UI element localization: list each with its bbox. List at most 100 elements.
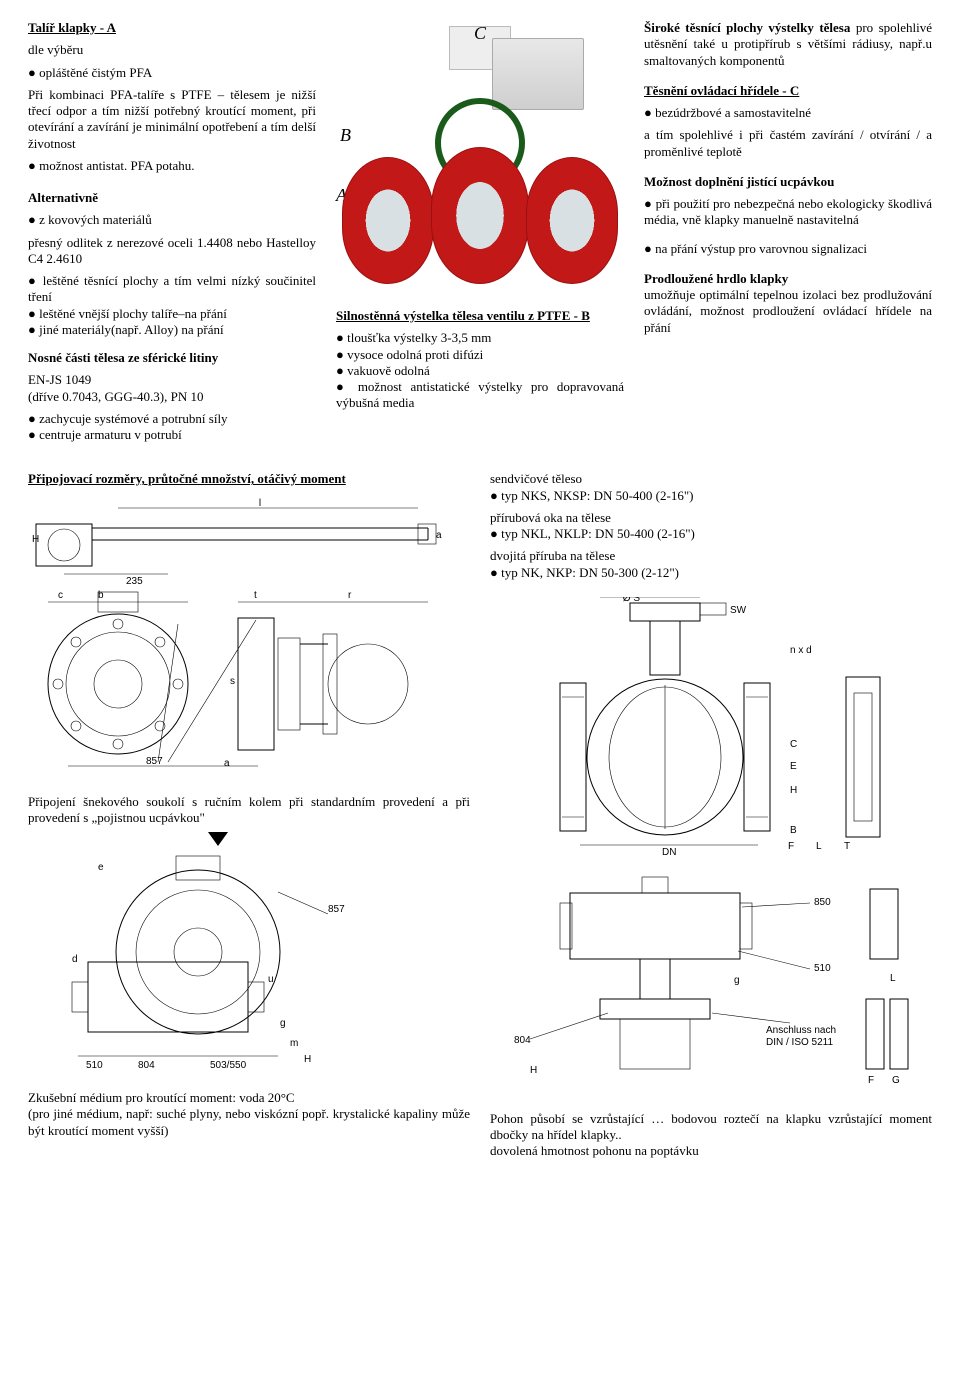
svg-text:804: 804 — [514, 1035, 531, 1046]
svg-text:b: b — [98, 590, 104, 601]
p4-text: umožňuje optimální tepelnou izolaci bez … — [644, 287, 932, 336]
svg-text:e: e — [98, 862, 104, 873]
list-item: vakuově odolná — [336, 363, 624, 379]
svg-text:L: L — [890, 973, 896, 984]
svg-text:H: H — [790, 785, 797, 796]
p1: Široké těsnící plochy výstelky tělesa pr… — [644, 20, 932, 69]
column-center: C B A Silnostěnná výstelka tělesa ventil… — [336, 20, 624, 449]
list-item: leštěné těsnící plochy a tím velmi nízký… — [28, 273, 316, 306]
svg-text:857: 857 — [146, 756, 163, 767]
zkus2: (pro jiné médium, např: suché plyny, neb… — [28, 1106, 470, 1139]
p2-bullets: bezúdržbové a samostavitelné — [644, 105, 932, 121]
svg-text:Ø S: Ø S — [623, 597, 641, 604]
bullets-a2: možnost antistat. PFA potahu. — [28, 158, 316, 174]
nos-title: Nosné části tělesa ze sférické litiny — [28, 350, 316, 366]
svg-text:850: 850 — [814, 897, 831, 908]
r3: dvojitá příruba na tělese — [490, 548, 932, 564]
pohon2: dovolená hmotnost pohonu na poptávku — [490, 1143, 932, 1159]
list-item: leštěné vnější plochy talíře–na přání — [28, 306, 316, 322]
svg-text:a: a — [224, 758, 230, 769]
svg-text:t: t — [254, 590, 257, 601]
svg-text:H: H — [32, 534, 39, 545]
svg-text:H: H — [530, 1065, 537, 1076]
svg-text:DIN / ISO 5211: DIN / ISO 5211 — [766, 1037, 834, 1048]
svg-text:857: 857 — [328, 904, 345, 915]
svg-text:Anschluss nach: Anschluss nach — [766, 1025, 836, 1036]
r3b: ● typ NK, NKP: DN 50-300 (2-12") — [490, 565, 932, 581]
r2: přírubová oka na tělese — [490, 510, 932, 526]
column-a: Talíř klapky - A dle výběru opláštěné či… — [28, 20, 316, 449]
list-item: opláštěné čistým PFA — [28, 65, 316, 81]
column-c: Široké těsnící plochy výstelky tělesa pr… — [644, 20, 932, 449]
svg-text:DN: DN — [662, 847, 676, 857]
valve-photo: C B A — [336, 20, 624, 300]
top-three-columns: Talíř klapky - A dle výběru opláštěné či… — [28, 20, 932, 449]
zkus1: Zkušební médium pro kroutící moment: vod… — [28, 1090, 470, 1106]
svg-text:503/550: 503/550 — [210, 1060, 247, 1071]
p2-title: Těsnění ovládací hřídele - C — [644, 83, 932, 99]
svg-text:G: G — [892, 1075, 900, 1086]
mid-right: sendvičové těleso ● typ NKS, NKSP: DN 50… — [490, 471, 932, 1165]
p3-bullets-b: na přání výstup pro varovnou signalizaci — [644, 241, 932, 257]
bullets-a1: opláštěné čistým PFA — [28, 65, 316, 81]
nos-bullets: zachycuje systémové a potrubní síly cent… — [28, 411, 316, 444]
actuator-icon — [492, 38, 584, 110]
nos-line1: EN-JS 1049 — [28, 372, 316, 388]
alt-title: Alternativně — [28, 190, 316, 206]
svg-text:510: 510 — [814, 963, 831, 974]
svg-text:s: s — [230, 676, 235, 687]
mid-left: Připojovací rozměry, průtočné množství, … — [28, 471, 470, 1165]
pohon1: Pohon působí se vzrůstající … bodovou ro… — [490, 1111, 932, 1144]
valve-c-icon — [526, 157, 618, 284]
svg-text:F: F — [788, 841, 794, 852]
p4-title: Prodloužené hrdlo klapky — [644, 271, 932, 287]
svg-text:510: 510 — [86, 1060, 103, 1071]
svg-text:F: F — [868, 1075, 874, 1086]
svg-text:g: g — [734, 975, 740, 986]
middle-two-columns: Připojovací rozměry, průtočné množství, … — [28, 471, 932, 1165]
list-item: tloušťka výstelky 3-3,5 mm — [336, 330, 624, 346]
list-item: možnost antistatické výstelky pro doprav… — [336, 379, 624, 412]
list-item: při použití pro nebezpečná nebo ekologic… — [644, 196, 932, 229]
plan-drawing: c b t r 857 a s — [28, 584, 448, 774]
subtitle-a: dle výběru — [28, 42, 316, 58]
svg-text:g: g — [280, 1018, 286, 1029]
sil-bullets: tloušťka výstelky 3-3,5 mm vysoce odolná… — [336, 330, 624, 411]
arrow-down-icon — [208, 832, 228, 846]
alt-bullets2: leštěné těsnící plochy a tím velmi nízký… — [28, 273, 316, 338]
svg-text:SW: SW — [730, 605, 747, 616]
svg-text:235: 235 — [126, 576, 143, 584]
list-item: zachycuje systémové a potrubní síly — [28, 411, 316, 427]
svg-text:l: l — [259, 498, 261, 509]
list-item: na přání výstup pro varovnou signalizaci — [644, 241, 932, 257]
p2-text: a tím spolehlivé i při častém zavírání /… — [644, 127, 932, 160]
svg-text:r: r — [348, 590, 352, 601]
lever-drawing: l 235 H a — [28, 494, 448, 584]
svg-text:804: 804 — [138, 1060, 155, 1071]
svg-text:C: C — [790, 739, 797, 750]
p3-title: Možnost doplnění jistící ucpávkou — [644, 174, 932, 190]
flanged-valve-drawing: Ø S SW n x d C E H B DN F L T — [490, 597, 930, 857]
valve-a-icon — [342, 157, 434, 284]
valve-b-icon — [431, 147, 529, 284]
list-item: bezúdržbové a samostavitelné — [644, 105, 932, 121]
svg-text:d: d — [72, 954, 78, 965]
nos-line2: (dříve 0.7043, GGG-40.3), PN 10 — [28, 389, 316, 405]
svg-text:E: E — [790, 761, 797, 772]
alt-para1: přesný odlitek z nerezové oceli 1.4408 n… — [28, 235, 316, 268]
p3-bullets: při použití pro nebezpečná nebo ekologic… — [644, 196, 932, 229]
svg-text:T: T — [844, 841, 850, 852]
svg-text:u: u — [268, 974, 274, 985]
list-item: možnost antistat. PFA potahu. — [28, 158, 316, 174]
svg-text:n x d: n x d — [790, 645, 812, 656]
list-item: z kovových materiálů — [28, 212, 316, 228]
mid-heading: Připojovací rozměry, průtočné množství, … — [28, 471, 470, 487]
list-item: vysoce odolná proti difúzi — [336, 347, 624, 363]
label-c: C — [474, 22, 486, 45]
svg-text:c: c — [58, 590, 63, 601]
svg-text:H: H — [304, 1054, 311, 1065]
svg-text:L: L — [816, 841, 822, 852]
svg-text:B: B — [790, 825, 797, 836]
alt-bullets1: z kovových materiálů — [28, 212, 316, 228]
r1: sendvičové těleso — [490, 471, 932, 487]
